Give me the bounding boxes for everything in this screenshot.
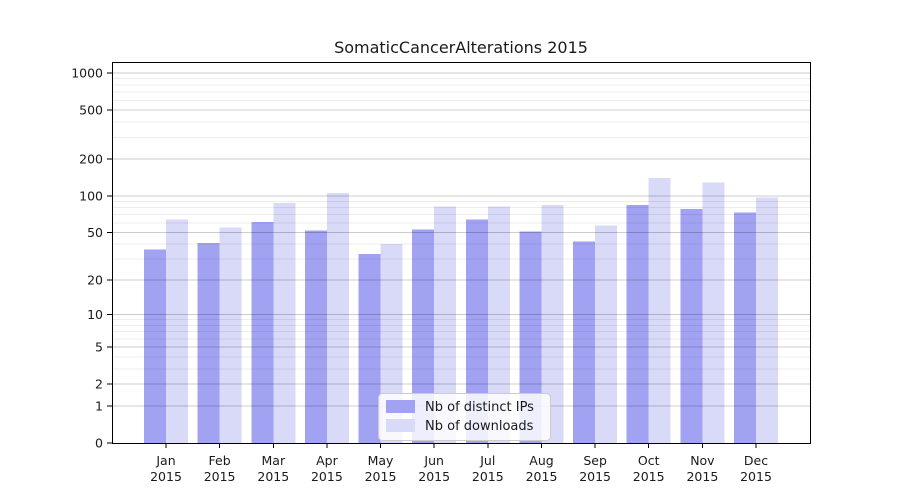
y-tick-label-100: 100 <box>79 188 103 203</box>
legend: Nb of distinct IPs Nb of downloads <box>378 393 551 441</box>
legend-swatch-distinct-ips <box>386 400 415 413</box>
chart-title: SomaticCancerAlterations 2015 <box>334 38 588 57</box>
bar-distinct-ips-mar <box>251 222 274 443</box>
x-tick-label-year-mar: 2015 <box>257 469 289 484</box>
y-tick-label-50: 50 <box>87 225 103 240</box>
bar-distinct-ips-jan <box>144 249 166 443</box>
bar-distinct-ips-apr <box>304 230 327 443</box>
bar-distinct-ips-dec <box>734 212 756 443</box>
bar-downloads-sep <box>595 225 618 443</box>
bar-downloads-feb <box>219 227 242 443</box>
x-tick-label-year-aug: 2015 <box>526 469 558 484</box>
bar-downloads-jun <box>434 206 457 443</box>
x-tick-label-month-aug: Aug <box>529 453 553 468</box>
legend-box <box>378 393 551 441</box>
x-tick-label-month-oct: Oct <box>638 453 660 468</box>
y-tick-label-1: 1 <box>95 398 103 413</box>
x-tick-label-month-sep: Sep <box>583 453 607 468</box>
x-tick-label-year-apr: 2015 <box>311 469 343 484</box>
x-tick-label-month-jul: Jul <box>479 453 495 468</box>
x-tick-label-year-jul: 2015 <box>472 469 504 484</box>
y-tick-label-200: 200 <box>79 152 103 167</box>
x-tick-label-year-feb: 2015 <box>204 469 236 484</box>
bar-distinct-ips-oct <box>626 205 649 443</box>
bar-distinct-ips-jun <box>412 229 435 443</box>
bar-distinct-ips-feb <box>197 242 220 443</box>
x-tick-label-year-jun: 2015 <box>418 469 450 484</box>
axis-layer: 01251020501002005001000Jan2015Feb2015Mar… <box>71 62 811 484</box>
x-tick-label-month-jan: Jan <box>155 453 175 468</box>
bar-distinct-ips-jul <box>465 219 488 443</box>
legend-label-distinct-ips: Nb of distinct IPs <box>425 400 534 415</box>
legend-swatch-downloads <box>386 419 415 432</box>
grid-layer <box>112 72 810 407</box>
bar-distinct-ips-may <box>358 254 381 443</box>
plot-border <box>112 62 811 444</box>
legend-label-downloads: Nb of downloads <box>425 419 534 434</box>
x-tick-label-year-sep: 2015 <box>579 469 611 484</box>
bar-downloads-jul <box>487 206 510 443</box>
x-tick-label-month-feb: Feb <box>209 453 231 468</box>
x-tick-label-month-nov: Nov <box>690 453 715 468</box>
bar-downloads-jan <box>166 219 188 443</box>
y-tick-label-5: 5 <box>95 340 103 355</box>
x-tick-label-year-may: 2015 <box>365 469 397 484</box>
bar-distinct-ips-sep <box>573 241 596 443</box>
x-tick-label-month-mar: Mar <box>262 453 286 468</box>
x-tick-label-month-jun: Jun <box>423 453 444 468</box>
y-tick-label-10: 10 <box>87 307 103 322</box>
bar-downloads-nov <box>702 182 725 443</box>
x-tick-label-year-oct: 2015 <box>633 469 665 484</box>
bar-downloads-dec <box>756 197 778 443</box>
x-tick-label-year-jan: 2015 <box>150 469 182 484</box>
bars-layer <box>144 178 778 443</box>
x-tick-label-month-dec: Dec <box>744 453 768 468</box>
y-tick-label-2: 2 <box>95 377 103 392</box>
bar-downloads-mar <box>273 203 296 443</box>
bar-distinct-ips-nov <box>680 209 703 443</box>
y-tick-label-1000: 1000 <box>71 66 103 81</box>
x-tick-label-year-nov: 2015 <box>686 469 718 484</box>
x-tick-label-year-dec: 2015 <box>740 469 772 484</box>
y-tick-label-500: 500 <box>79 103 103 118</box>
x-tick-label-month-apr: Apr <box>316 453 338 468</box>
y-tick-label-0: 0 <box>95 436 103 451</box>
bar-downloads-oct <box>648 178 671 443</box>
bar-downloads-aug <box>541 205 564 443</box>
bar-downloads-apr <box>326 193 349 443</box>
y-tick-label-20: 20 <box>87 272 103 287</box>
bar-distinct-ips-aug <box>519 231 542 443</box>
x-tick-label-month-may: May <box>368 453 394 468</box>
